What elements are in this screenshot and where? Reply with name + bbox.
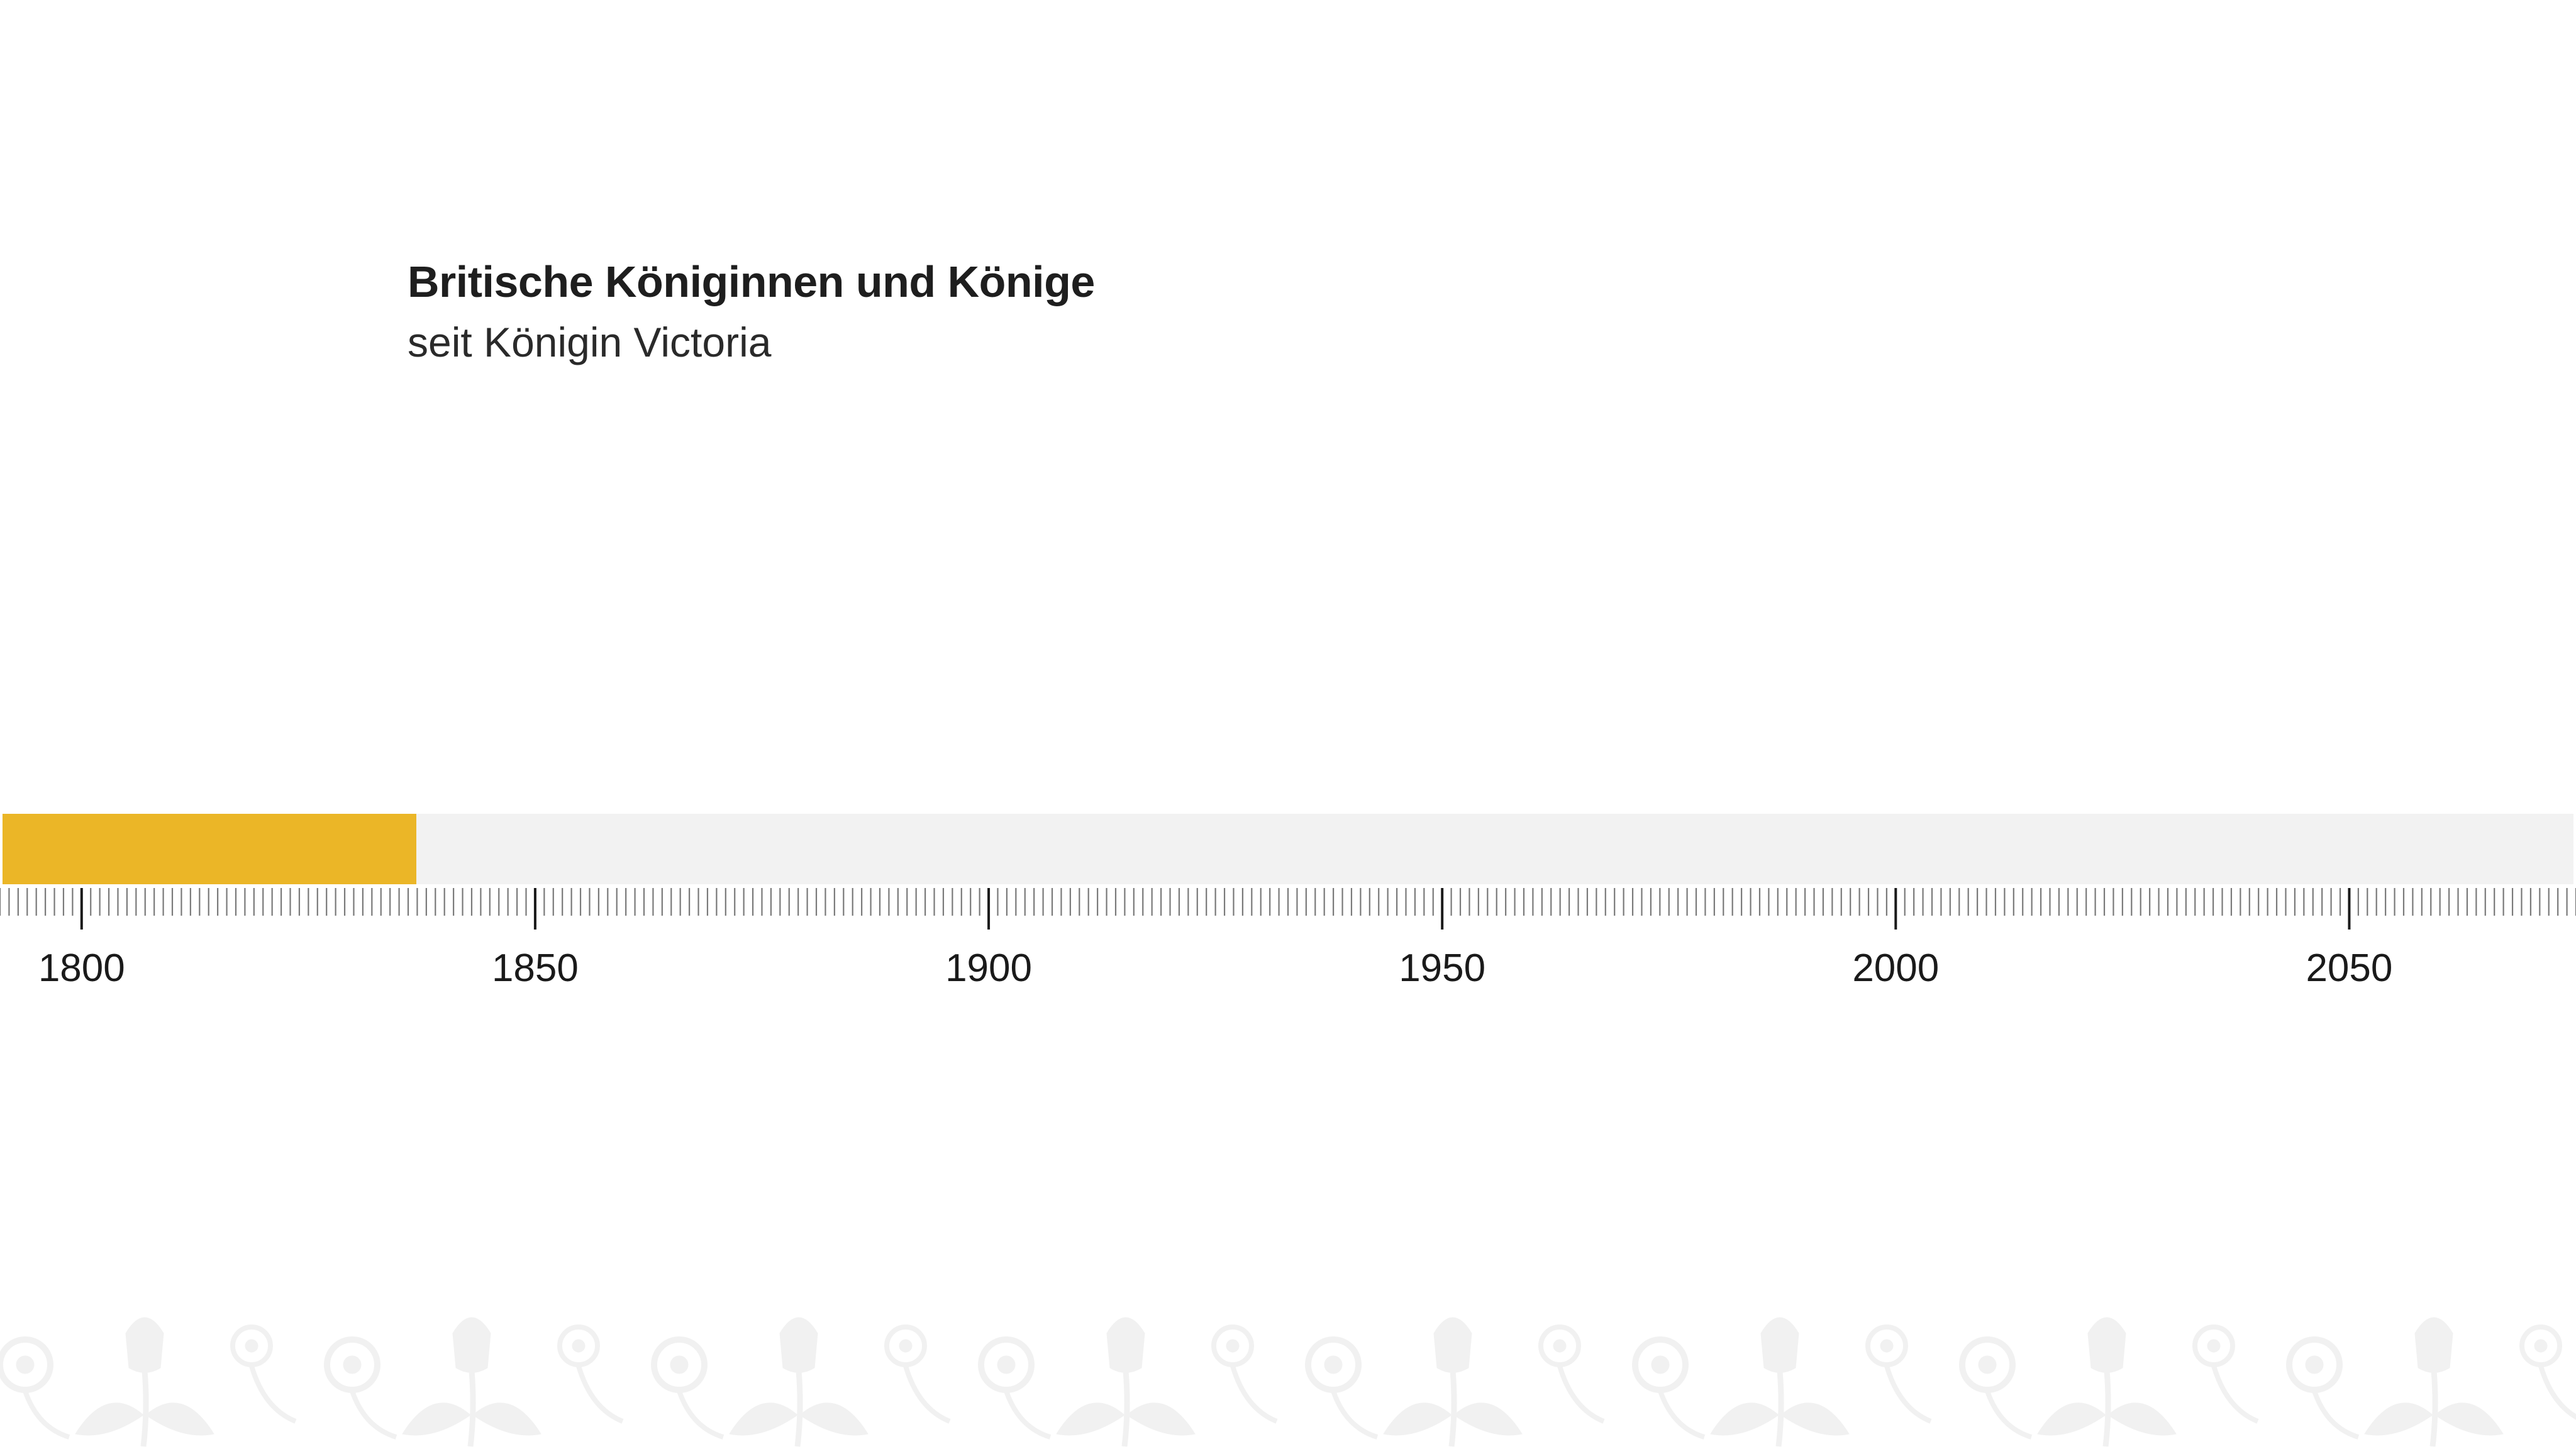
x-tick-label: 1900: [945, 947, 1032, 990]
reign-bars: [3, 814, 416, 884]
x-axis: 1800 1850 1900 1950 2000 2050: [0, 888, 2576, 990]
ornament-motif: [978, 1317, 1278, 1447]
chart-subtitle: seit Königin Victoria: [408, 319, 772, 365]
ornament-motif: [651, 1317, 951, 1447]
x-tick-label: 2050: [2306, 947, 2392, 990]
floral-thistle-band-icon: [0, 1317, 2576, 1447]
timeline-track: [3, 814, 2573, 884]
x-tick-label: 1800: [38, 947, 125, 990]
ornament-motif: [1959, 1317, 2259, 1447]
ornament-motif: [0, 1317, 297, 1447]
x-tick-label: 2000: [1852, 947, 1939, 990]
ornament-motif: [2286, 1317, 2576, 1447]
reign-bar: [3, 814, 416, 884]
chart-title: Britische Königinnen und Könige: [408, 257, 1095, 306]
x-tick-label: 1950: [1399, 947, 1485, 990]
x-tick-label: 1850: [492, 947, 579, 990]
timeline-track-layer: [3, 814, 2573, 884]
ornament-motif: [324, 1317, 624, 1447]
ornament-motif: [1305, 1317, 1605, 1447]
ornament-motif: [1632, 1317, 1932, 1447]
